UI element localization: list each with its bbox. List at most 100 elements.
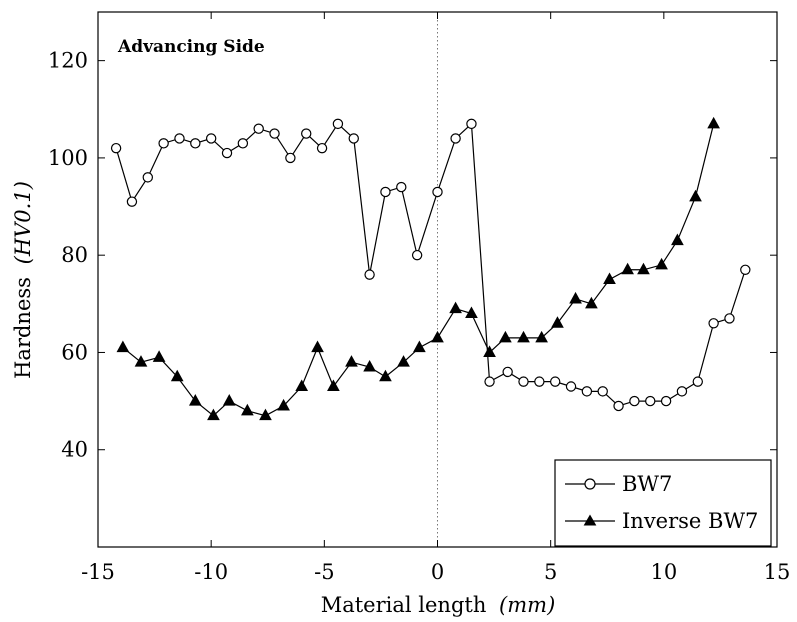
data-point — [364, 269, 375, 280]
data-point — [466, 118, 477, 130]
data-point — [301, 128, 312, 139]
data-point — [551, 316, 564, 328]
data-point — [316, 142, 328, 154]
data-point — [581, 386, 593, 397]
data-point — [380, 186, 391, 198]
y-axis-label-text: Hardness — [11, 277, 35, 379]
y-axis-label: Hardness (HV0.1) — [11, 181, 35, 379]
data-point — [629, 395, 640, 407]
data-point — [613, 400, 624, 412]
y-tick-label: 60 — [61, 340, 88, 364]
series-1 — [116, 116, 720, 421]
data-point — [450, 133, 461, 144]
data-point — [190, 138, 201, 149]
data-point — [660, 395, 672, 407]
data-point — [188, 394, 202, 406]
x-tick-label: 10 — [650, 560, 677, 584]
data-point — [484, 376, 495, 387]
data-point — [327, 379, 340, 391]
data-point — [569, 291, 582, 304]
data-point — [205, 133, 217, 144]
data-point — [397, 355, 410, 367]
legend-bw7-label: BW7 — [622, 472, 672, 496]
data-point — [332, 118, 344, 130]
data-point — [411, 249, 423, 261]
x-tick-label: -5 — [314, 560, 334, 584]
legend: BW7 Inverse BW7 — [554, 459, 772, 547]
data-point — [671, 233, 684, 246]
data-point — [676, 386, 688, 397]
y-tick-label: 100 — [48, 146, 88, 170]
data-point — [241, 403, 254, 416]
data-point — [449, 301, 462, 314]
data-point — [311, 340, 324, 353]
data-point — [724, 313, 735, 324]
data-point — [207, 408, 220, 421]
data-point — [221, 147, 233, 159]
data-point — [170, 369, 184, 382]
data-point — [518, 376, 529, 387]
x-tick-label: -10 — [194, 560, 228, 584]
data-point — [621, 262, 634, 275]
legend-inverse-label: Inverse BW7 — [622, 509, 758, 533]
data-point — [483, 345, 496, 357]
data-point — [603, 272, 616, 284]
data-point — [116, 340, 130, 353]
data-point — [222, 394, 236, 406]
data-point — [259, 408, 272, 421]
plot-area: -15 -10 -5 0 5 10 15 40 60 80 100 120 — [48, 11, 791, 584]
x-tick-label: 0 — [431, 560, 444, 584]
data-point — [432, 186, 443, 198]
data-point — [152, 350, 166, 362]
series-line — [115, 122, 746, 407]
data-point — [431, 330, 444, 343]
chart-annotation: Advancing Side — [117, 37, 265, 57]
data-point — [637, 262, 650, 275]
x-axis-label: Material length (mm) — [321, 593, 556, 617]
data-point — [517, 330, 530, 343]
data-point — [134, 355, 148, 367]
data-point — [348, 133, 359, 144]
x-axis-label-text: Material length — [321, 593, 487, 617]
data-point — [379, 369, 392, 382]
series-layer — [110, 116, 751, 421]
y-tick-label: 40 — [61, 438, 88, 462]
x-tick-label: 15 — [764, 560, 791, 584]
data-point — [126, 196, 138, 207]
data-point — [285, 152, 296, 164]
data-point — [142, 172, 153, 183]
data-point — [655, 257, 668, 270]
data-point — [345, 355, 358, 367]
data-point — [110, 142, 122, 154]
data-point — [269, 128, 280, 139]
data-point — [502, 366, 513, 378]
data-point — [565, 381, 577, 392]
y-axis-label-unit: (HV0.1) — [11, 181, 35, 264]
data-point — [413, 340, 426, 353]
data-point — [253, 123, 264, 134]
data-point — [585, 296, 598, 309]
data-point — [174, 133, 185, 144]
data-point — [689, 189, 702, 202]
y-tick-label: 120 — [48, 49, 88, 73]
x-tick-label: 5 — [544, 560, 557, 584]
data-point — [465, 306, 478, 319]
data-point — [237, 138, 249, 149]
x-axis-label-unit: (mm) — [499, 593, 555, 617]
data-point — [708, 318, 719, 329]
legend-box — [554, 459, 772, 547]
data-point — [363, 360, 376, 372]
data-point — [597, 386, 608, 397]
y-tick-label: 80 — [61, 243, 88, 267]
legend-bw7-marker — [584, 478, 596, 490]
data-point — [535, 330, 548, 343]
data-point — [499, 330, 512, 343]
data-point — [740, 264, 751, 275]
series-0 — [110, 118, 751, 412]
x-tick-label: -15 — [81, 560, 115, 584]
data-point — [396, 181, 407, 193]
data-point — [534, 376, 545, 387]
legend-inverse-marker — [583, 514, 597, 526]
data-point — [692, 376, 703, 387]
